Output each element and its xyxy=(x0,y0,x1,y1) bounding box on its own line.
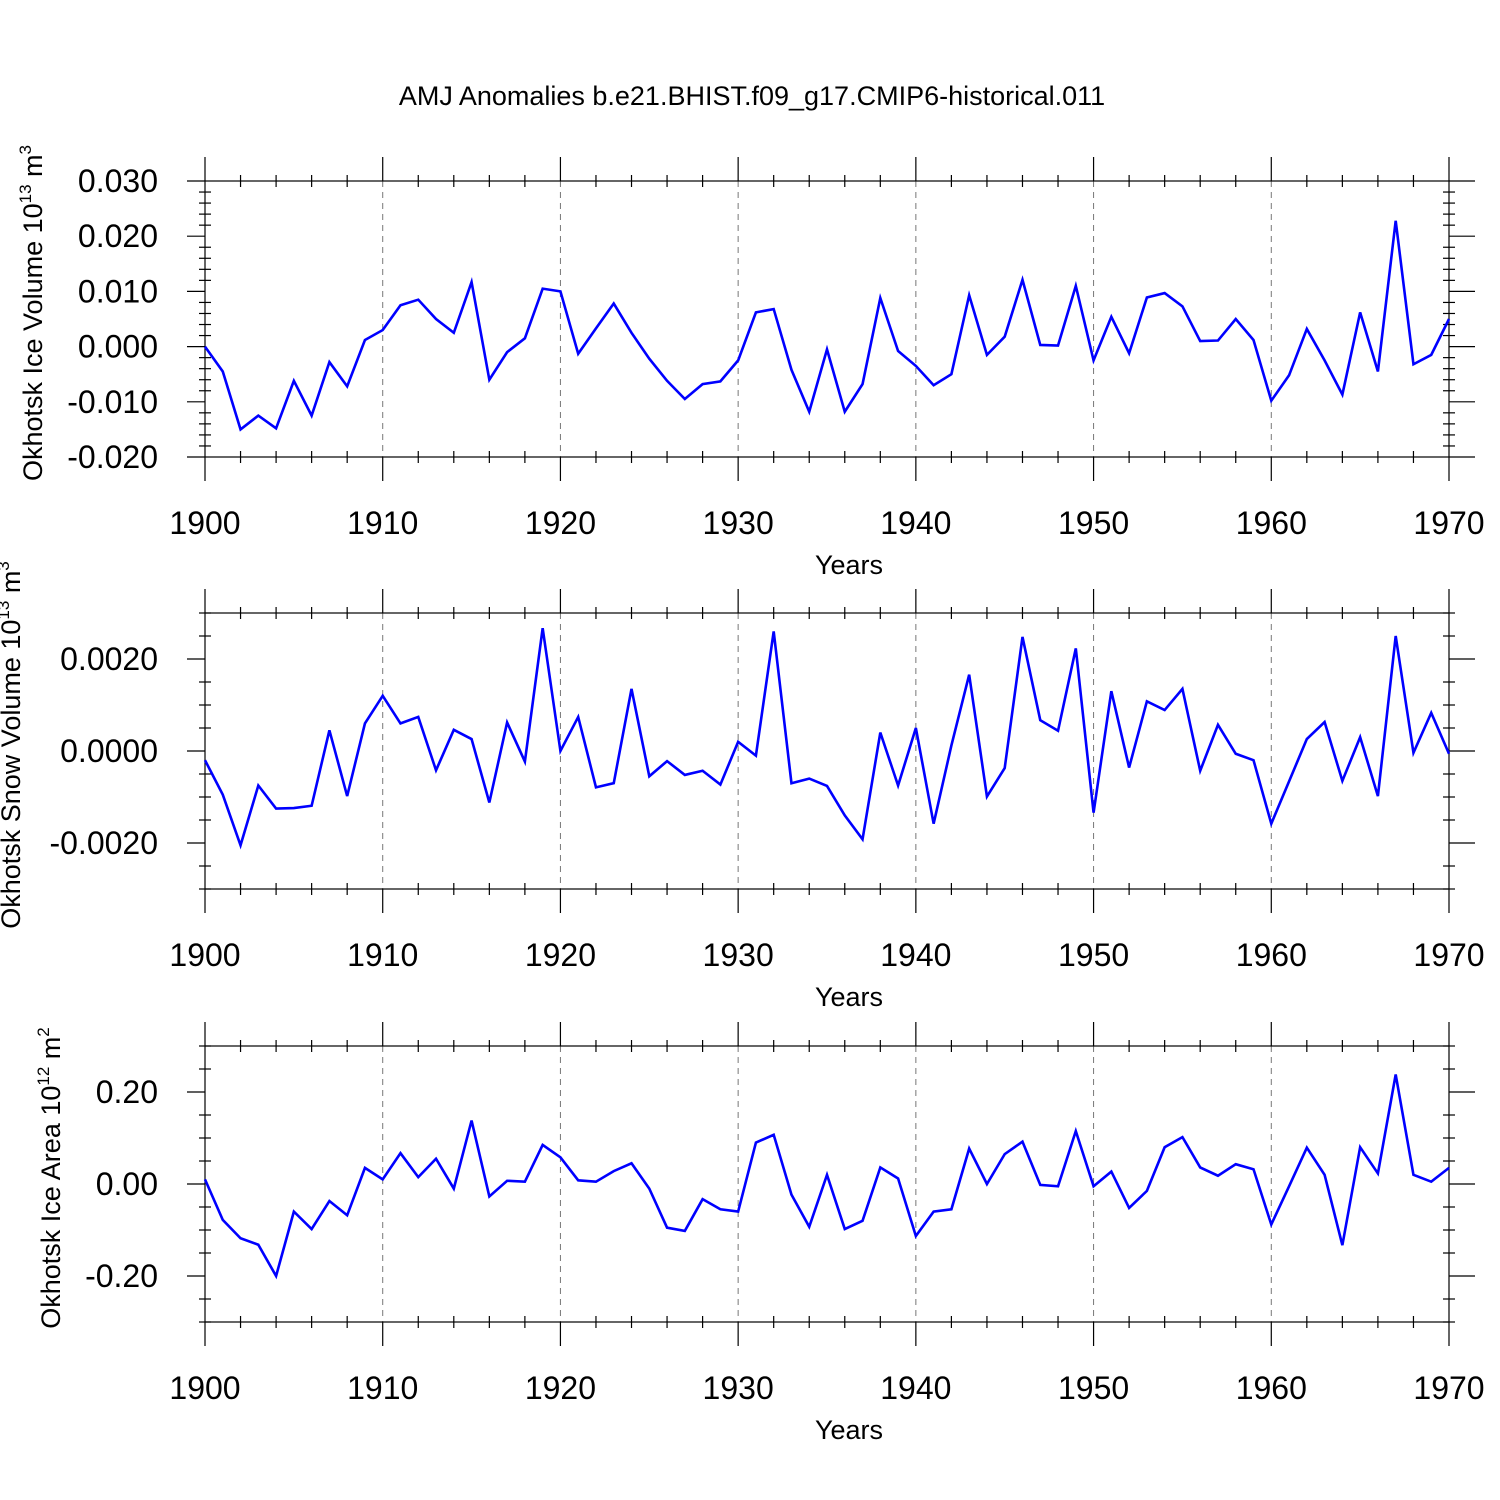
ice-area-x-tick-label-1960: 1960 xyxy=(1236,1370,1307,1406)
ice-volume-series-line xyxy=(203,220,1451,432)
panel-ice-area: 1900 1910 1920 1930 1940 1950 1960 1970 -0.20 0.0… xyxy=(34,1022,1485,1445)
snow-volume-y-axis-label: Okhotsk Snow Volume 1013 m3 xyxy=(0,561,26,929)
ice-volume-x-tick-label-1950: 1950 xyxy=(1058,505,1129,541)
snow-volume-series-line xyxy=(203,627,1451,850)
ice-volume-y-tick-label: -0.020 xyxy=(67,439,158,475)
ice-volume-y-axis-label: Okhotsk Ice Volume 1013 m3 xyxy=(16,145,48,481)
snow-volume-x-tick-label-1960: 1960 xyxy=(1236,937,1307,973)
snow-volume-x-tick-label-1900: 1900 xyxy=(169,937,240,973)
ice-area-x-tick-label-1910: 1910 xyxy=(347,1370,418,1406)
ice-area-y-tick-label: -0.20 xyxy=(85,1258,158,1294)
ice-volume-y-tick-label: 0.030 xyxy=(78,163,158,199)
ice-volume-y-tick-label: 0.020 xyxy=(78,218,158,254)
ice-volume-y-tick-label: 0.010 xyxy=(78,273,158,309)
ice-volume-x-tick-label-1970: 1970 xyxy=(1413,505,1484,541)
ice-area-series-line xyxy=(203,1074,1450,1280)
snow-volume-x-tick-label-1920: 1920 xyxy=(525,937,596,973)
snow-volume-x-axis-label: Years xyxy=(815,982,883,1012)
ice-volume-x-tick-label-1900: 1900 xyxy=(169,505,240,541)
ice-area-x-tick-label-1920: 1920 xyxy=(525,1370,596,1406)
snow-volume-y-tick-label: -0.0020 xyxy=(49,825,158,861)
ice-area-x-axis-label: Years xyxy=(815,1415,883,1445)
chart-title: AMJ Anomalies b.e21.BHIST.f09_g17.CMIP6-… xyxy=(399,81,1105,111)
snow-volume-x-tick-label-1970: 1970 xyxy=(1413,937,1484,973)
ice-area-y-axis-label: Okhotsk Ice Area 1012 m2 xyxy=(34,1027,66,1329)
ice-area-x-tick-label-1950: 1950 xyxy=(1058,1370,1129,1406)
snow-volume-plot-frame xyxy=(204,612,1450,890)
ice-volume-x-tick-label-1920: 1920 xyxy=(525,505,596,541)
ice-area-y-tick-label: 0.20 xyxy=(96,1074,158,1110)
panel-snow-volume: 1900 1910 1920 1930 1940 1950 1960 1970 -0.0020 0… xyxy=(0,561,1485,1012)
ice-area-x-tick-label-1970: 1970 xyxy=(1413,1370,1484,1406)
ice-volume-y-tick-label: -0.010 xyxy=(67,384,158,420)
panel-ice-volume: 1900 1910 1920 1930 1940 1950 1960 1970 -0.020 -0… xyxy=(16,145,1485,580)
snow-volume-x-tick-label-1940: 1940 xyxy=(880,937,951,973)
ice-volume-y-tick-label: 0.000 xyxy=(78,329,158,365)
ice-volume-x-tick-label-1910: 1910 xyxy=(347,505,418,541)
ice-volume-x-tick-label-1940: 1940 xyxy=(880,505,951,541)
snow-volume-x-tick-label-1910: 1910 xyxy=(347,937,418,973)
ice-area-x-tick-label-1930: 1930 xyxy=(703,1370,774,1406)
ice-volume-x-tick-label-1930: 1930 xyxy=(703,505,774,541)
ice-volume-x-axis-label: Years xyxy=(815,550,883,580)
ice-area-plot-frame xyxy=(204,1045,1450,1323)
ice-area-x-tick-label-1940: 1940 xyxy=(880,1370,951,1406)
ice-area-x-tick-label-1900: 1900 xyxy=(169,1370,240,1406)
snow-volume-x-tick-label-1930: 1930 xyxy=(703,937,774,973)
snow-volume-y-tick-label: 0.0000 xyxy=(60,733,158,769)
snow-volume-x-tick-label-1950: 1950 xyxy=(1058,937,1129,973)
ice-area-y-tick-label: 0.00 xyxy=(96,1166,158,1202)
snow-volume-y-tick-label: 0.0020 xyxy=(60,641,158,677)
ice-volume-x-tick-label-1960: 1960 xyxy=(1236,505,1307,541)
